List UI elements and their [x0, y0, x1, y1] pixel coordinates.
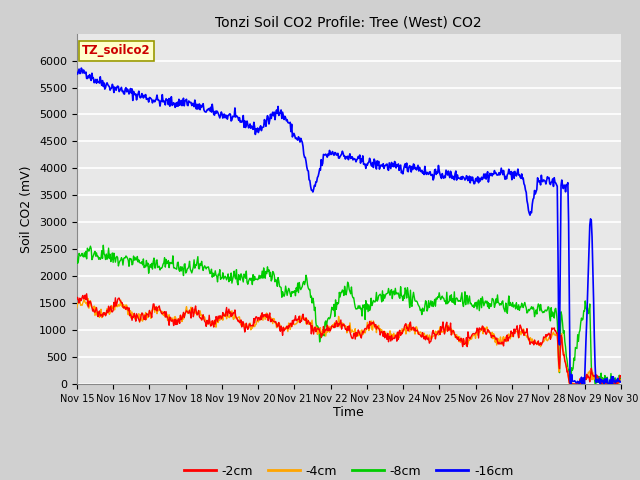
Text: TZ_soilco2: TZ_soilco2 [82, 44, 151, 57]
X-axis label: Time: Time [333, 407, 364, 420]
Y-axis label: Soil CO2 (mV): Soil CO2 (mV) [20, 165, 33, 252]
Title: Tonzi Soil CO2 Profile: Tree (West) CO2: Tonzi Soil CO2 Profile: Tree (West) CO2 [216, 16, 482, 30]
Legend: -2cm, -4cm, -8cm, -16cm: -2cm, -4cm, -8cm, -16cm [179, 460, 518, 480]
